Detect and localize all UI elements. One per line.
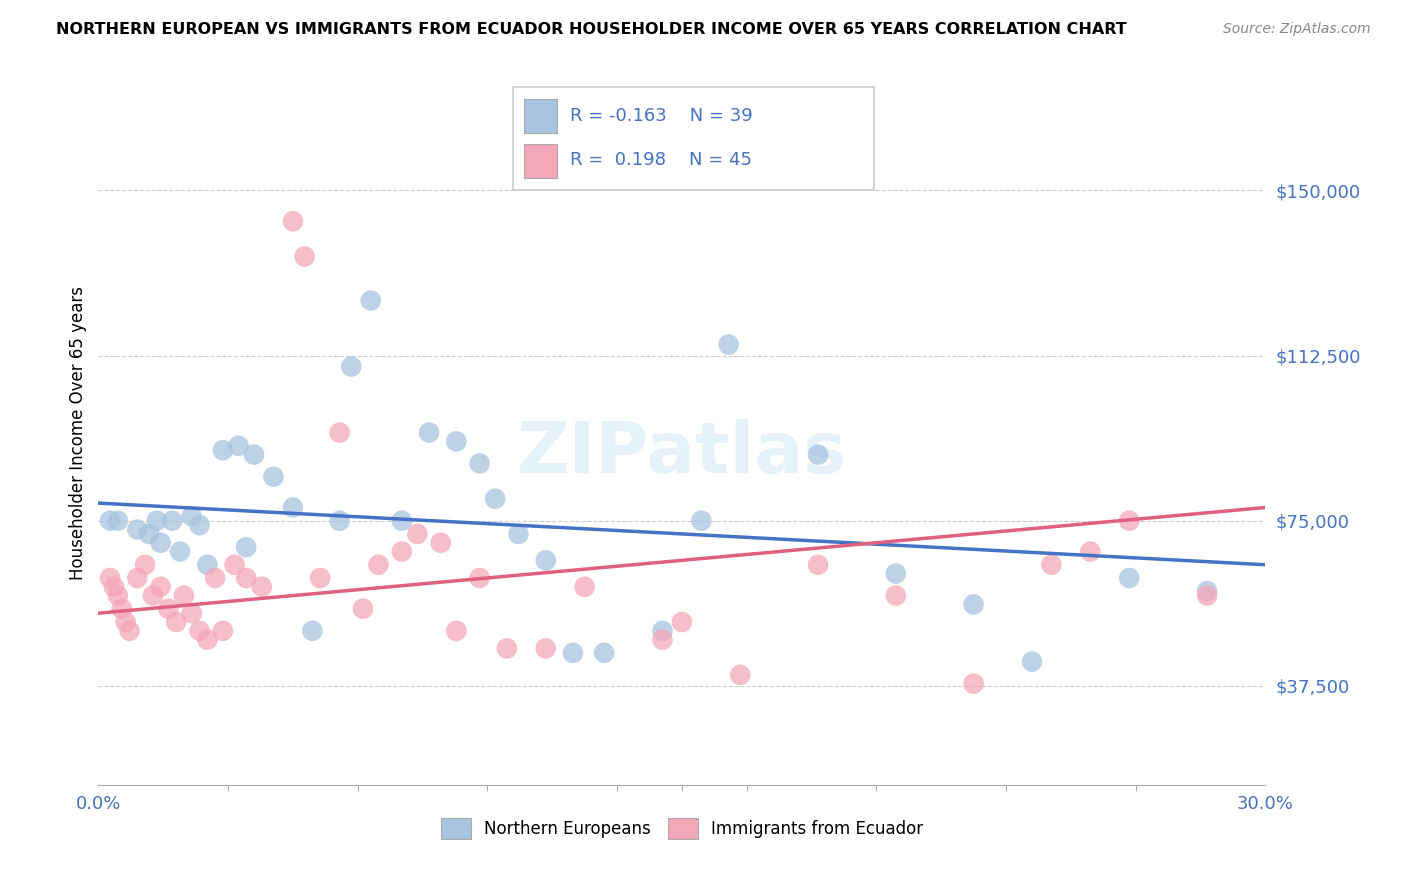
- Point: [1021, 655, 1043, 669]
- Point: [446, 624, 468, 638]
- FancyBboxPatch shape: [513, 87, 875, 189]
- Point: [429, 535, 451, 549]
- Point: [212, 624, 235, 638]
- FancyBboxPatch shape: [524, 144, 557, 178]
- Point: [146, 514, 169, 528]
- Point: [360, 293, 382, 308]
- Point: [1118, 571, 1140, 585]
- Point: [103, 580, 125, 594]
- Y-axis label: Householder Income Over 65 years: Householder Income Over 65 years: [69, 285, 87, 580]
- Text: NORTHERN EUROPEAN VS IMMIGRANTS FROM ECUADOR HOUSEHOLDER INCOME OVER 65 YEARS CO: NORTHERN EUROPEAN VS IMMIGRANTS FROM ECU…: [56, 22, 1128, 37]
- Point: [281, 500, 304, 515]
- Point: [367, 558, 389, 572]
- Point: [111, 601, 134, 615]
- Point: [329, 514, 352, 528]
- Point: [484, 491, 506, 506]
- Point: [884, 566, 907, 581]
- Point: [301, 624, 323, 638]
- Text: R =  0.198    N = 45: R = 0.198 N = 45: [569, 151, 752, 169]
- Point: [593, 646, 616, 660]
- Point: [730, 668, 752, 682]
- Point: [574, 580, 596, 594]
- Point: [468, 571, 491, 585]
- Point: [281, 214, 304, 228]
- Point: [391, 544, 413, 558]
- Point: [1118, 514, 1140, 528]
- Point: [962, 676, 984, 690]
- Point: [391, 514, 413, 528]
- Point: [188, 518, 211, 533]
- Point: [114, 615, 136, 629]
- Point: [142, 589, 165, 603]
- Point: [195, 632, 218, 647]
- Point: [1195, 589, 1218, 603]
- Point: [651, 624, 673, 638]
- Point: [534, 553, 557, 567]
- Point: [162, 514, 184, 528]
- Point: [224, 558, 246, 572]
- Point: [690, 514, 713, 528]
- Point: [228, 439, 250, 453]
- Point: [406, 527, 429, 541]
- Point: [962, 598, 984, 612]
- Point: [468, 457, 491, 471]
- Point: [173, 589, 195, 603]
- Point: [243, 448, 266, 462]
- Point: [352, 601, 374, 615]
- Point: [180, 509, 202, 524]
- Point: [309, 571, 332, 585]
- Point: [149, 535, 172, 549]
- Point: [169, 544, 191, 558]
- Point: [562, 646, 585, 660]
- Point: [508, 527, 530, 541]
- FancyBboxPatch shape: [524, 99, 557, 133]
- Point: [127, 523, 149, 537]
- Point: [340, 359, 363, 374]
- Point: [180, 606, 202, 620]
- Point: [1080, 544, 1102, 558]
- Point: [235, 540, 257, 554]
- Point: [107, 514, 129, 528]
- Point: [418, 425, 440, 440]
- Point: [107, 589, 129, 603]
- Point: [212, 443, 235, 458]
- Point: [250, 580, 273, 594]
- Point: [807, 558, 830, 572]
- Point: [235, 571, 257, 585]
- Point: [1195, 584, 1218, 599]
- Point: [446, 434, 468, 449]
- Point: [98, 514, 121, 528]
- Point: [118, 624, 141, 638]
- Point: [294, 250, 316, 264]
- Point: [329, 425, 352, 440]
- Point: [195, 558, 218, 572]
- Point: [262, 469, 284, 483]
- Point: [651, 632, 673, 647]
- Point: [204, 571, 226, 585]
- Legend: Northern Europeans, Immigrants from Ecuador: Northern Europeans, Immigrants from Ecua…: [433, 810, 931, 847]
- Text: ZIPatlas: ZIPatlas: [517, 419, 846, 488]
- Point: [149, 580, 172, 594]
- Point: [1040, 558, 1063, 572]
- Point: [157, 601, 180, 615]
- Point: [534, 641, 557, 656]
- Point: [98, 571, 121, 585]
- Point: [807, 448, 830, 462]
- Point: [134, 558, 156, 572]
- Text: R = -0.163    N = 39: R = -0.163 N = 39: [569, 106, 752, 125]
- Point: [671, 615, 693, 629]
- Point: [188, 624, 211, 638]
- Point: [884, 589, 907, 603]
- Point: [165, 615, 187, 629]
- Text: Source: ZipAtlas.com: Source: ZipAtlas.com: [1223, 22, 1371, 37]
- Point: [496, 641, 519, 656]
- Point: [138, 527, 160, 541]
- Point: [127, 571, 149, 585]
- Point: [717, 337, 740, 351]
